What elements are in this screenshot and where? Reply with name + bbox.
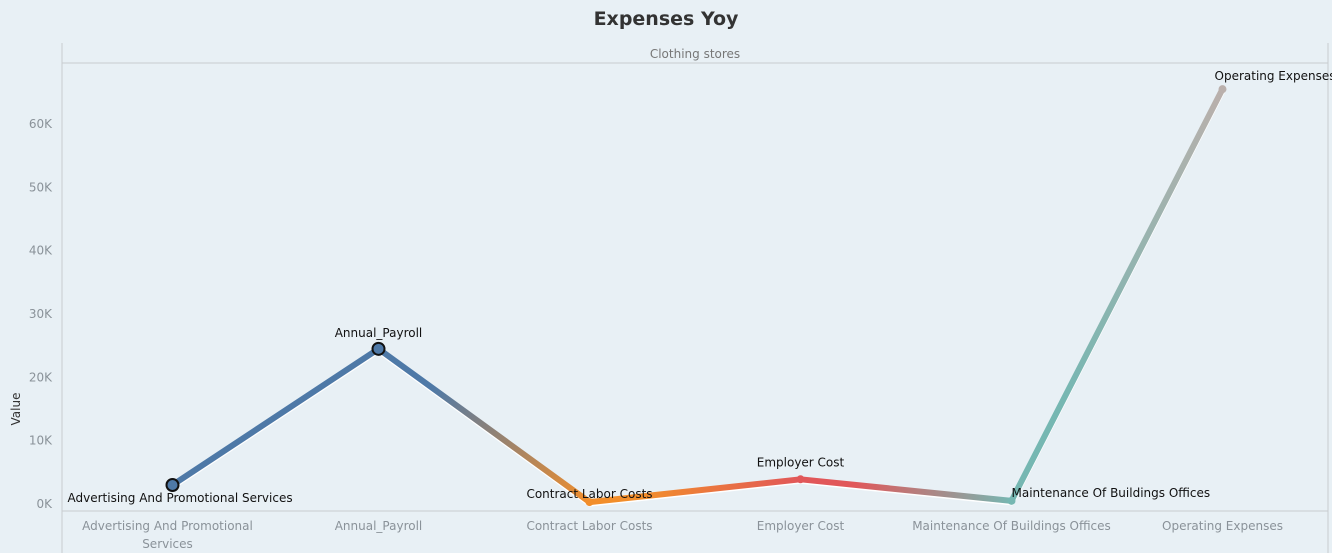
panel-frame: Clothing stores	[61, 43, 1329, 553]
x-tick-label: Maintenance Of Buildings Offices	[912, 519, 1111, 533]
series-segment	[797, 476, 1015, 504]
y-tick-label: 0K	[36, 497, 53, 511]
y-tick-label: 20K	[29, 370, 53, 384]
data-point	[585, 498, 594, 507]
y-axis: 0K 10K 20K 30K 40K 50K 60K Value	[9, 117, 53, 511]
y-tick-label: 10K	[29, 434, 53, 448]
data-label: Employer Cost	[757, 455, 845, 469]
y-tick-label: 30K	[29, 307, 53, 321]
series-segment	[586, 476, 804, 506]
data-point	[1007, 496, 1016, 505]
x-tick-label: Employer Cost	[757, 519, 845, 533]
x-tick-label: Contract Labor Costs	[526, 519, 652, 533]
data-labels: Advertising And Promotional Services Annu…	[68, 69, 1332, 505]
data-point	[371, 341, 386, 356]
x-tick-label: Services	[142, 537, 193, 551]
data-label: Contract Labor Costs	[526, 487, 652, 501]
series-segment	[375, 345, 593, 506]
y-tick-label: 60K	[29, 117, 53, 131]
y-axis-title: Value	[9, 393, 23, 426]
y-tick-label: 40K	[29, 244, 53, 258]
x-tick-label: Operating Expenses	[1162, 519, 1283, 533]
data-label: Operating Expenses	[1215, 69, 1332, 83]
x-axis: Advertising And Promotional Services Annua…	[82, 519, 1283, 551]
data-label: Annual_Payroll	[335, 326, 423, 340]
data-point	[165, 478, 180, 492]
x-tick-label: Annual_Payroll	[335, 519, 423, 533]
data-point	[796, 475, 805, 484]
panel-label: Clothing stores	[650, 47, 740, 61]
series-segment	[1008, 86, 1226, 504]
series-segment	[169, 345, 382, 488]
y-tick-label: 50K	[29, 180, 53, 194]
data-label: Advertising And Promotional Services	[68, 491, 293, 505]
chart-title: Expenses Yoy	[593, 8, 739, 30]
data-label: Maintenance Of Buildings Offices	[1012, 486, 1211, 500]
series-points	[165, 85, 1227, 507]
series-lines	[169, 86, 1226, 507]
data-point	[1218, 85, 1227, 94]
x-tick-label: Advertising And Promotional	[82, 519, 253, 533]
